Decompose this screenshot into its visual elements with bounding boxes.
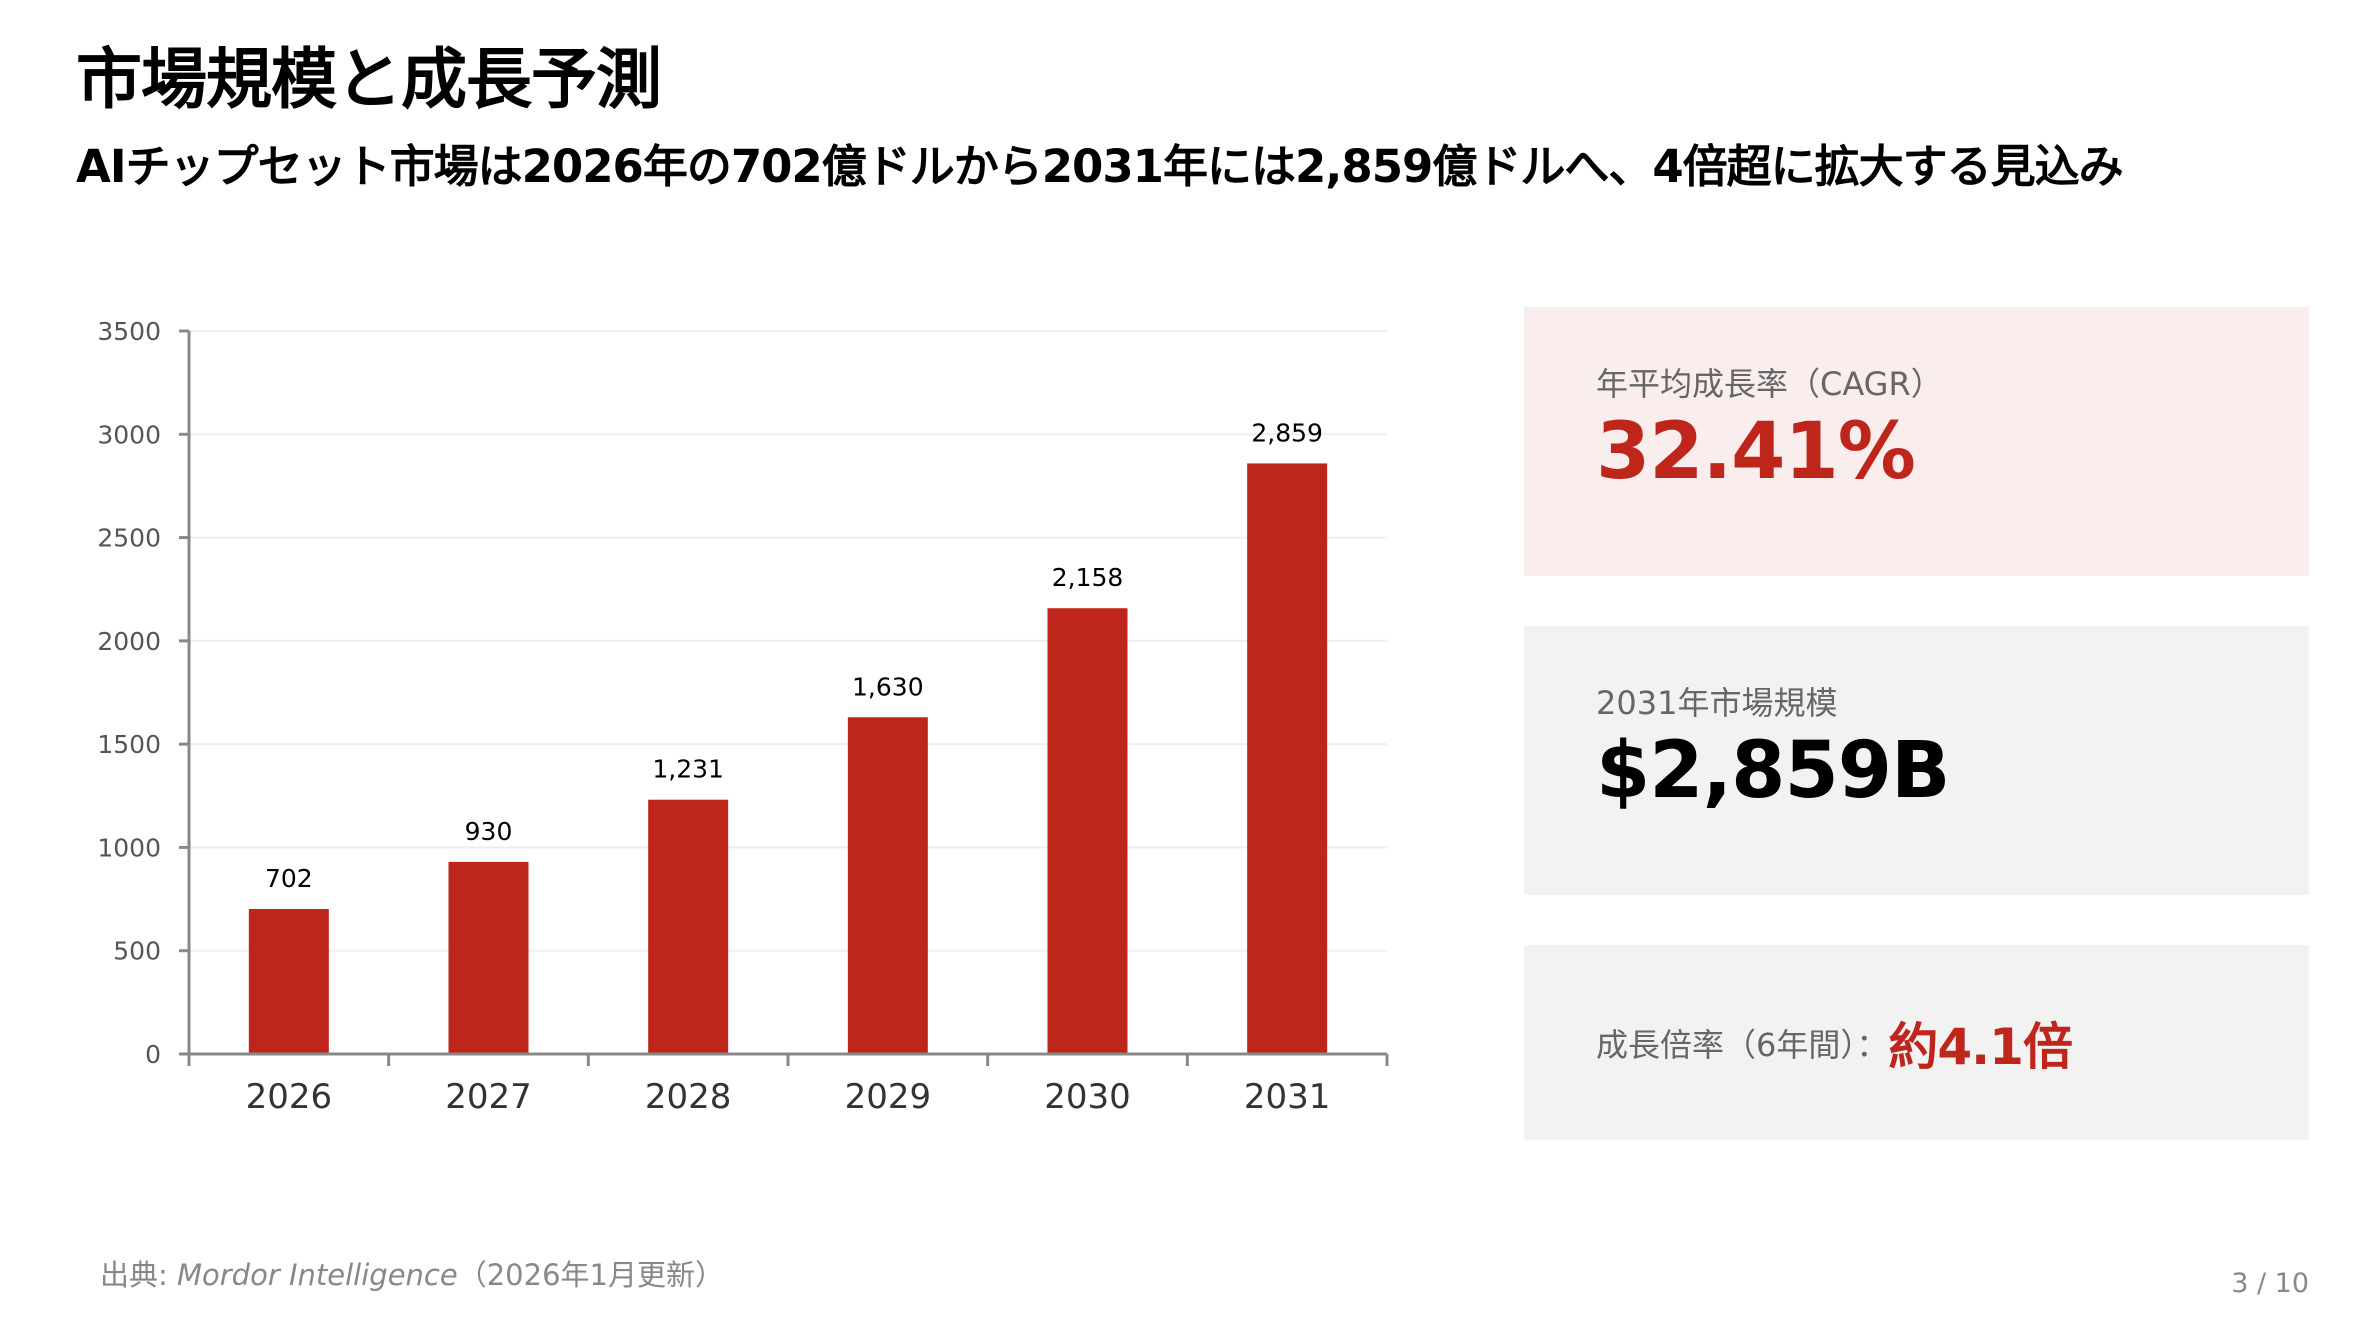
- bar: [448, 861, 529, 1054]
- cagr-card: 年平均成長率（CAGR） 32.41%: [1524, 307, 2309, 576]
- source-prefix: 出典:: [100, 1258, 177, 1292]
- x-tick-label: 2028: [645, 1077, 732, 1117]
- bar: [648, 799, 729, 1054]
- source-name: Mordor Intelligence: [177, 1258, 458, 1292]
- y-tick-label: 0: [145, 1040, 161, 1069]
- market-size-value: $2,859B: [1596, 726, 1950, 816]
- x-tick-label: 2026: [246, 1077, 333, 1117]
- bar: [1047, 608, 1128, 1054]
- cagr-value: 32.41%: [1596, 407, 1916, 497]
- x-tick-label: 2027: [445, 1077, 532, 1117]
- growth-multiple-card: 成長倍率（6年間）： 約4.1倍: [1524, 945, 2309, 1140]
- y-tick-label: 1000: [97, 833, 161, 862]
- data-label: 930: [465, 817, 513, 846]
- growth-multiple-label: 成長倍率（6年間）：: [1596, 1025, 1889, 1064]
- page-number: 3 / 10: [2231, 1268, 2309, 1299]
- data-label: 702: [265, 864, 313, 893]
- source-suffix: （2026年1月更新）: [457, 1258, 724, 1292]
- bar: [248, 908, 329, 1054]
- market-size-label: 2031年市場規模: [1596, 684, 1838, 722]
- bar: [847, 717, 928, 1054]
- y-tick-label: 500: [113, 937, 161, 966]
- y-tick-label: 2000: [97, 627, 161, 656]
- cagr-label: 年平均成長率（CAGR）: [1596, 365, 1943, 403]
- market-size-card: 2031年市場規模 $2,859B: [1524, 626, 2309, 895]
- bar-chart: 0 500 1000 1500 2000 2500 3000 3500 702 2026 930 20…: [97, 317, 1389, 1117]
- source-note: 出典: Mordor Intelligence（2026年1月更新）: [100, 1252, 724, 1294]
- page-subtitle: AIチップセット市場は2026年の702億ドルから2031年には2,859億ドル…: [76, 140, 2124, 193]
- page-title: 市場規模と成長予測: [76, 41, 662, 118]
- x-tick-label: 2030: [1044, 1077, 1131, 1117]
- data-label: 2,859: [1251, 418, 1323, 447]
- growth-multiple-value: 約4.1倍: [1888, 1017, 2073, 1076]
- data-label: 1,630: [852, 672, 924, 701]
- y-tick-label: 3500: [97, 317, 161, 346]
- data-label: 1,231: [652, 755, 724, 784]
- bar: [1247, 463, 1328, 1054]
- data-label: 2,158: [1052, 563, 1124, 592]
- y-tick-label: 3000: [97, 420, 161, 449]
- y-tick-label: 2500: [97, 524, 161, 553]
- y-tick-label: 1500: [97, 730, 161, 759]
- x-tick-label: 2031: [1244, 1077, 1331, 1117]
- x-tick-label: 2029: [845, 1077, 932, 1117]
